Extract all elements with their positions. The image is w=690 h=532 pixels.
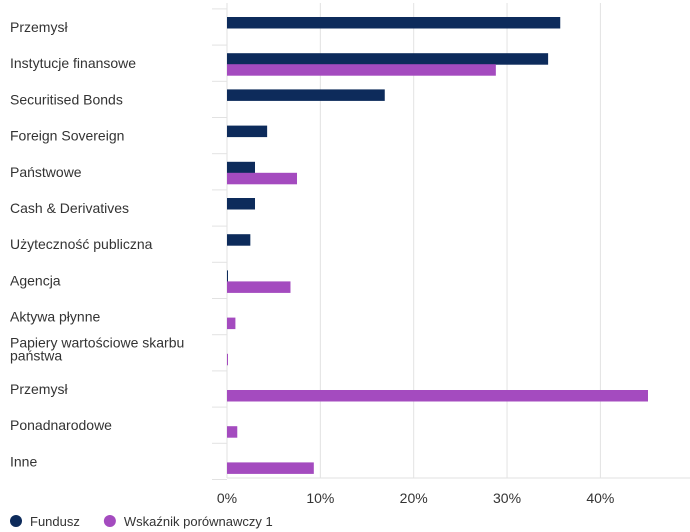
- category-label: Przemysł: [10, 381, 68, 397]
- category-label: Aktywa płynne: [10, 309, 100, 325]
- x-tick-label: 0%: [217, 490, 237, 506]
- bar-fund: [227, 270, 228, 282]
- bar-fund: [227, 198, 256, 210]
- legend-label: Fundusz: [30, 514, 80, 529]
- bar-fund: [227, 234, 251, 246]
- bar-fund: [227, 125, 268, 138]
- bar-benchmark: [227, 281, 291, 293]
- bar-benchmark: [227, 172, 298, 185]
- category-labels: Przemysł Instytucje finansowe Securitised …: [10, 19, 184, 469]
- x-tick-label: 30%: [493, 490, 521, 506]
- x-tick-label: 10%: [306, 490, 334, 506]
- bar-fund: [227, 161, 256, 174]
- bar-benchmark: [227, 462, 314, 474]
- legend-marker: [10, 515, 22, 527]
- bar-benchmark: [227, 426, 238, 438]
- category-label: Foreign Sovereign: [10, 128, 124, 144]
- bar-fund: [227, 17, 561, 29]
- bar-benchmark: [227, 317, 236, 330]
- category-label: Państwowe: [10, 164, 82, 180]
- legend-label: Wskaźnik porównawczy 1: [124, 514, 273, 529]
- category-label: Instytucje finansowe: [10, 55, 136, 71]
- bar-benchmark: [227, 353, 228, 366]
- category-label: Papiery wartościowe skarbu państwa: [10, 334, 184, 363]
- category-label: Inne: [10, 453, 37, 469]
- bar-fund: [227, 53, 549, 65]
- bar-benchmark: [227, 64, 496, 76]
- category-label: Użyteczność publiczna: [10, 236, 153, 252]
- category-label: Przemysł: [10, 19, 68, 35]
- legend-marker: [103, 515, 116, 527]
- bars: [227, 17, 648, 474]
- grid-lines: [212, 3, 690, 480]
- x-tick-labels: 0% 10% 20% 30% 40%: [217, 490, 615, 506]
- bar-fund: [227, 89, 385, 101]
- legend: Fundusz Wskaźnik porównawczy 1: [10, 514, 273, 529]
- x-tick-label: 40%: [586, 490, 614, 506]
- category-label: Agencja: [10, 272, 61, 288]
- category-label: Ponadnarodowe: [10, 417, 112, 433]
- x-tick-label: 20%: [400, 490, 428, 506]
- bar-benchmark: [227, 390, 648, 402]
- category-label: Securitised Bonds: [10, 91, 123, 107]
- category-label: Cash & Derivatives: [10, 200, 129, 216]
